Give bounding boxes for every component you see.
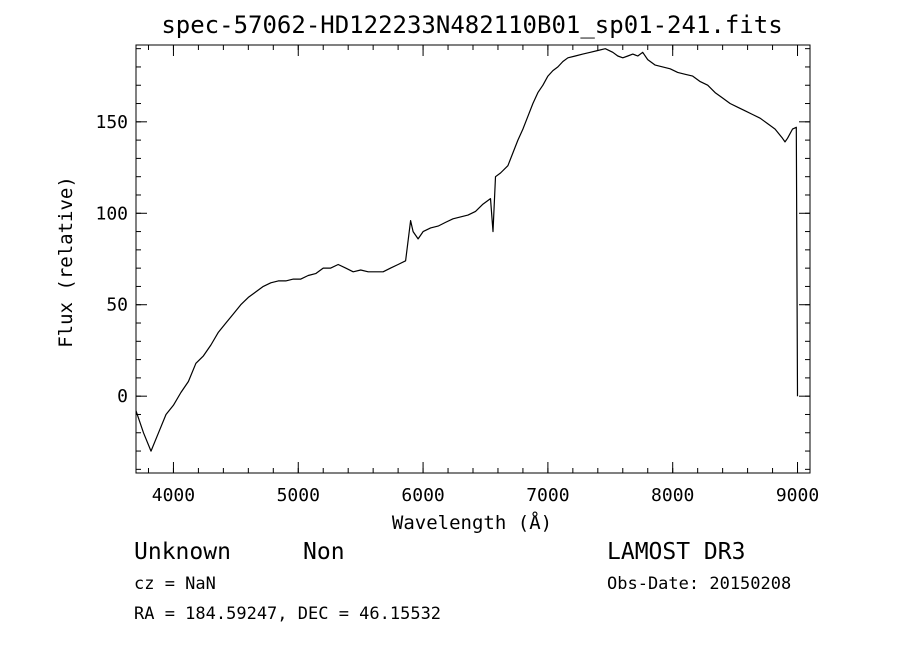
y-tick-label: 100 xyxy=(95,203,128,224)
x-axis-label: Wavelength (Å) xyxy=(392,511,552,534)
x-tick-label: 4000 xyxy=(152,485,195,506)
series-layer xyxy=(135,48,799,452)
y-tick-label: 150 xyxy=(95,112,128,133)
x-tick-label: 7000 xyxy=(526,485,569,506)
x-tick-label: 8000 xyxy=(651,485,694,506)
x-tick-label: 9000 xyxy=(776,485,819,506)
y-axis-ticks xyxy=(136,48,810,470)
y-tick-label: 50 xyxy=(106,295,128,316)
obs-date-label: Obs-Date: 20150208 xyxy=(607,574,791,594)
y-axis-label: Flux (relative) xyxy=(55,176,77,348)
spectrum-line xyxy=(135,48,799,452)
object-subclass-label: Non xyxy=(303,539,345,565)
chart-title: spec-57062-HD122233N482110B01_sp01-241.f… xyxy=(161,11,782,39)
x-tick-label: 5000 xyxy=(277,485,320,506)
x-axis-tick-labels: 4000 5000 6000 7000 8000 9000 xyxy=(152,485,819,506)
survey-label: LAMOST DR3 xyxy=(607,539,745,565)
y-tick-label: 0 xyxy=(117,386,128,407)
plot-frame xyxy=(135,44,811,474)
redshift-label: cz = NaN xyxy=(134,574,216,594)
coords-label: RA = 184.59247, DEC = 46.15532 xyxy=(134,604,441,624)
y-axis-tick-labels: 0 50 100 150 xyxy=(95,112,128,407)
x-axis-ticks xyxy=(147,45,799,473)
object-class-label: Unknown xyxy=(134,539,231,565)
x-tick-label: 6000 xyxy=(401,485,444,506)
